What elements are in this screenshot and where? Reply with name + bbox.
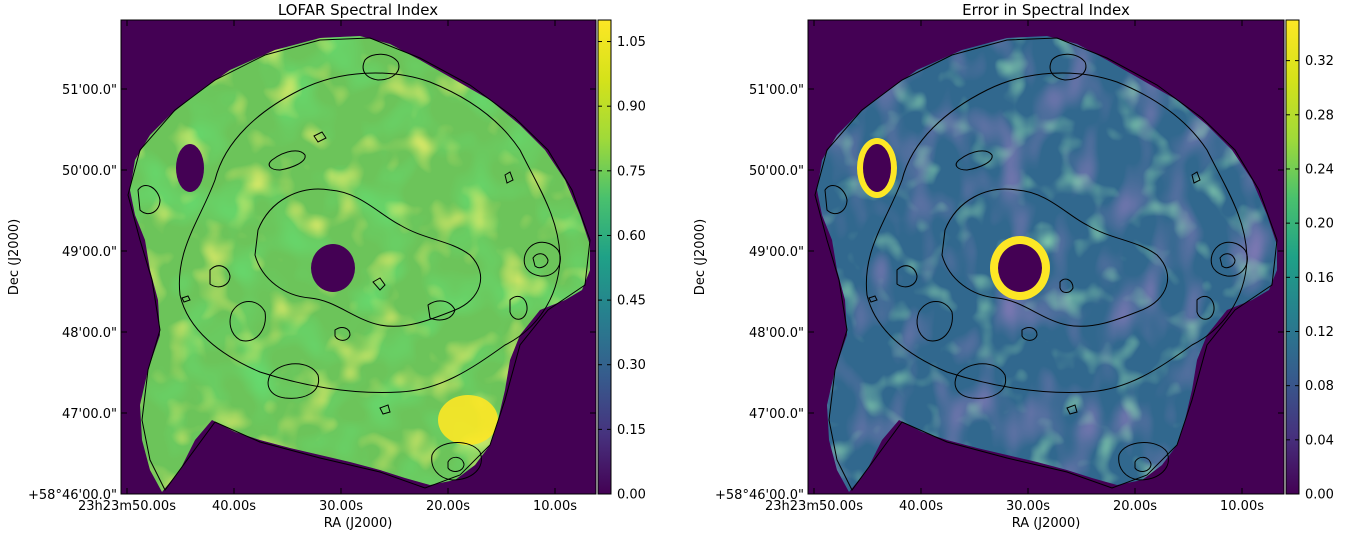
colorbar-tick-label: 0.15 <box>617 423 646 438</box>
left-y-ticks <box>121 88 596 495</box>
colorbar-tick-label: 0.16 <box>1305 271 1334 286</box>
left-y-tick-label: 49'00.0" <box>62 245 117 260</box>
colorbar-tick-label: 0.30 <box>617 358 646 373</box>
left-hotspot <box>438 395 498 445</box>
left-colorbar <box>597 19 612 495</box>
colorbar-tick-label: 0.08 <box>1305 379 1334 394</box>
left-hole-nw <box>176 144 204 192</box>
colorbar-tick-label: 0.04 <box>1305 433 1334 448</box>
left-heatmap <box>121 20 596 494</box>
left-hole-center <box>311 244 355 292</box>
left-x-axis-label: RA (J2000) <box>324 516 393 531</box>
right-y-axis-label: Dec (J2000) <box>693 219 708 295</box>
right-y-tick-label: 51'00.0" <box>749 83 804 98</box>
left-x-tick-label: 40.00s <box>212 499 256 514</box>
left-x-tick-label: 20.00s <box>426 499 470 514</box>
right-y-ticks <box>808 88 1284 495</box>
left-x-tick-label: 10.00s <box>533 499 577 514</box>
right-hole-nw <box>863 144 891 192</box>
right-hole-center <box>998 244 1042 292</box>
colorbar-tick-label: 0.00 <box>617 488 646 503</box>
right-y-tick-label: 50'00.0" <box>749 164 804 179</box>
left-y-tick-label: 51'00.0" <box>62 83 117 98</box>
left-y-tick-label: +58°46'00.0" <box>28 488 117 503</box>
colorbar-tick-label: 0.45 <box>617 294 646 309</box>
right-title: Error in Spectral Index <box>962 1 1130 19</box>
left-x-ticks <box>126 20 556 494</box>
left-x-tick-label: 30.00s <box>319 499 363 514</box>
right-colorbar-ticks: 0.00 0.04 0.08 0.12 0.16 0.20 0.24 0.28 0.32 <box>1286 54 1334 503</box>
left-title: LOFAR Spectral Index <box>278 1 438 19</box>
left-axes-frame <box>120 19 597 495</box>
right-panel: Error in Spectral Index <box>693 1 1334 531</box>
colorbar-tick-label: 1.05 <box>617 35 646 50</box>
colorbar-tick-label: 0.32 <box>1305 54 1334 69</box>
right-y-tick-label: 47'00.0" <box>749 407 804 422</box>
left-y-axis-label: Dec (J2000) <box>7 219 22 295</box>
right-heatmap <box>808 20 1284 494</box>
colorbar-tick-label: 0.12 <box>1305 325 1334 340</box>
right-x-tick-label: 40.00s <box>899 499 943 514</box>
colorbar-tick-label: 0.60 <box>617 229 646 244</box>
right-x-ticks <box>813 20 1243 494</box>
left-x-tick-label: 23h23m50.00s <box>78 499 176 514</box>
colorbar-tick-label: 0.00 <box>1305 488 1334 503</box>
colorbar-tick-label: 0.75 <box>617 164 646 179</box>
right-x-tick-label: 23h23m50.00s <box>765 499 863 514</box>
right-y-tick-label: 48'00.0" <box>749 326 804 341</box>
right-axes-frame <box>807 19 1285 495</box>
left-y-tick-label: 48'00.0" <box>62 326 117 341</box>
right-x-tick-label: 10.00s <box>1220 499 1264 514</box>
colorbar-tick-label: 0.20 <box>1305 217 1334 232</box>
right-x-tick-label: 30.00s <box>1006 499 1050 514</box>
right-y-tick-label: +58°46'00.0" <box>715 488 804 503</box>
left-y-tick-label: 50'00.0" <box>62 164 117 179</box>
right-x-axis-label: RA (J2000) <box>1012 516 1081 531</box>
colorbar-tick-label: 0.90 <box>617 100 646 115</box>
left-y-tick-label: 47'00.0" <box>62 407 117 422</box>
right-y-tick-label: 49'00.0" <box>749 245 804 260</box>
colorbar-tick-label: 0.24 <box>1305 162 1334 177</box>
right-colorbar <box>1285 19 1300 495</box>
left-contours <box>127 37 591 491</box>
right-x-tick-label: 20.00s <box>1113 499 1157 514</box>
colorbar-tick-label: 0.28 <box>1305 108 1334 123</box>
left-colorbar-ticks: 0.00 0.15 0.30 0.45 0.60 0.75 0.90 1.05 <box>598 35 646 503</box>
right-contours <box>814 37 1278 491</box>
left-panel: LOFAR Spectral Index <box>7 1 646 531</box>
